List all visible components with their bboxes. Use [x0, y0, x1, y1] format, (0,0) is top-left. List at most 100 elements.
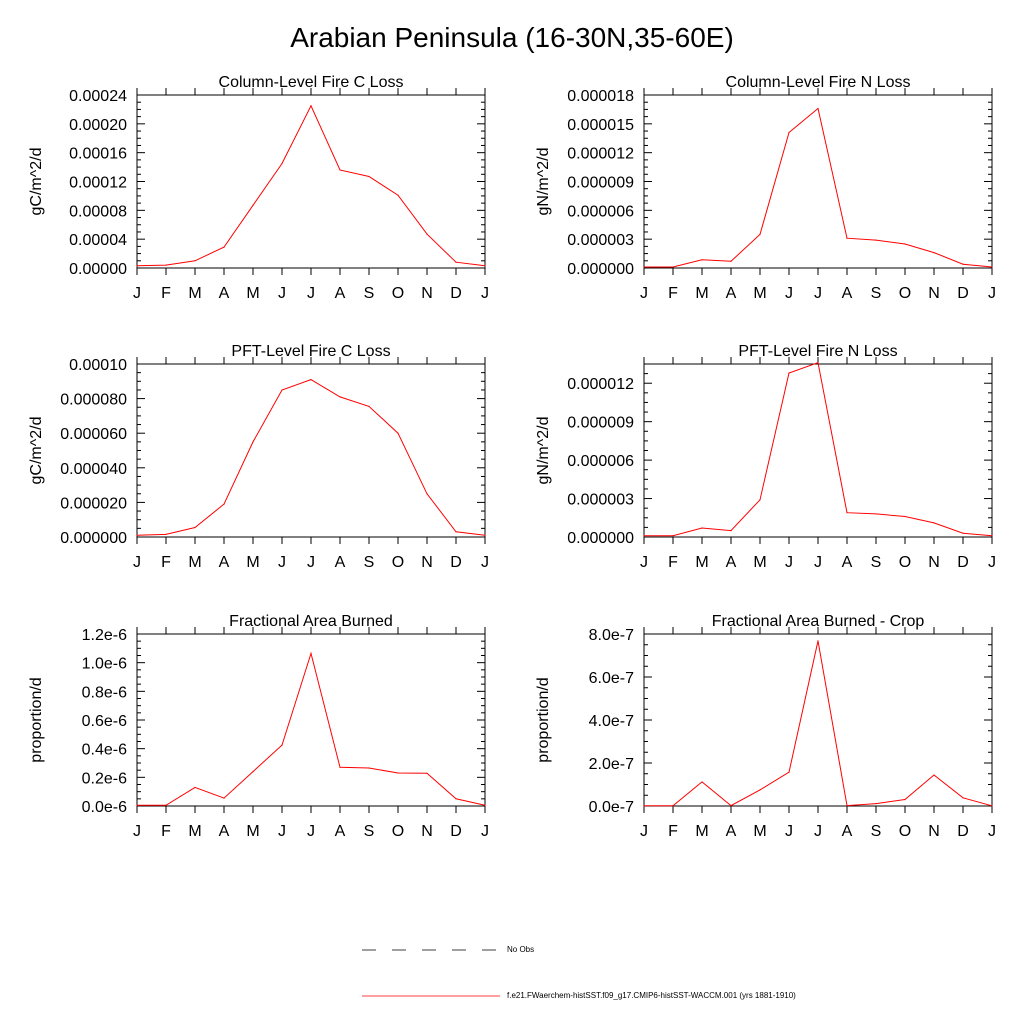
x-tick-label: J	[640, 285, 648, 302]
x-tick-label: J	[785, 285, 793, 302]
data-point	[484, 265, 486, 267]
y-tick-label: 0.000009	[567, 415, 634, 432]
panel-title: PFT-Level Fire N Loss	[738, 343, 897, 360]
x-tick-label: J	[814, 823, 822, 840]
plot-frame	[136, 363, 486, 538]
data-point	[194, 526, 196, 529]
y-tick-label: 6.0e-7	[589, 670, 634, 687]
x-tick-label: J	[133, 554, 141, 571]
x-tick-label: J	[814, 554, 822, 571]
x-tick-label: N	[928, 285, 940, 302]
y-tick-label: 0.00020	[69, 117, 127, 134]
data-point	[962, 797, 964, 799]
series-line	[136, 104, 486, 267]
x-tick-label: A	[726, 285, 737, 302]
y-tick-label: 0.000020	[60, 495, 127, 512]
y-tick-label: 0.2e-6	[82, 770, 127, 787]
series-line	[644, 107, 993, 268]
data-point	[817, 640, 819, 642]
y-tick-label: 0.000000	[60, 530, 127, 547]
y-axis-label: gC/m^2/d	[28, 417, 45, 485]
panel-title: Fractional Area Burned - Crop	[712, 613, 925, 630]
x-tick-label: O	[392, 823, 404, 840]
data-point	[962, 263, 964, 265]
x-tick-label: J	[640, 823, 648, 840]
data-point	[165, 264, 167, 266]
y-tick-label: 0.000009	[567, 175, 634, 192]
x-tick-label: O	[392, 285, 404, 302]
data-point	[904, 515, 906, 518]
data-point	[730, 529, 732, 532]
x-tick-label: D	[450, 285, 462, 302]
x-tick-label: M	[753, 285, 766, 302]
data-point	[368, 405, 370, 407]
x-tick-label: J	[307, 554, 315, 571]
data-point	[426, 233, 428, 235]
x-tick-label: M	[695, 823, 708, 840]
x-tick-label: O	[899, 554, 911, 571]
x-tick-label: S	[871, 823, 882, 840]
data-point	[817, 107, 819, 110]
plot-frame	[136, 94, 486, 269]
x-tick-label: J	[133, 823, 141, 840]
data-point	[252, 204, 254, 206]
data-point	[281, 162, 283, 165]
data-point	[991, 266, 993, 268]
series-line	[137, 651, 486, 806]
data-point	[223, 797, 225, 799]
legend-no-obs-label: No Obs	[507, 945, 535, 954]
y-tick-label: 8.0e-7	[589, 627, 634, 644]
data-point	[991, 535, 993, 537]
x-tick-label: S	[871, 285, 882, 302]
chart-panel-4: PFT-Level Fire N Loss gN/m^2/d 0.000000 0.0…	[535, 343, 996, 571]
x-tick-label: N	[421, 554, 433, 571]
legend-model-swatch	[362, 995, 500, 997]
x-tick-label: A	[842, 554, 853, 571]
data-point	[223, 503, 225, 505]
data-point	[759, 233, 761, 235]
series-line	[136, 379, 486, 536]
data-point	[933, 252, 935, 254]
data-point	[933, 522, 935, 524]
y-tick-label: 0.0e-7	[589, 799, 634, 816]
data-point	[310, 652, 312, 654]
x-tick-label: A	[726, 554, 737, 571]
x-tick-label: F	[161, 285, 171, 302]
plot-frame	[643, 633, 993, 807]
series-line	[644, 640, 993, 807]
panel-title: Column-Level Fire C Loss	[219, 74, 404, 91]
x-tick-label: A	[219, 285, 230, 302]
data-point	[701, 781, 703, 783]
y-tick-label: 0.8e-6	[82, 684, 127, 701]
x-tick-label: A	[842, 823, 853, 840]
x-tick-label: M	[753, 554, 766, 571]
x-tick-label: A	[726, 823, 737, 840]
x-tick-label: O	[899, 285, 911, 302]
x-tick-label: M	[246, 823, 259, 840]
x-tick-label: M	[188, 823, 201, 840]
data-point	[672, 266, 674, 268]
chart-panel-6: Fractional Area Burned - Crop proportion/…	[535, 613, 996, 840]
y-tick-label: 2.0e-7	[589, 756, 634, 773]
x-tick-label: J	[133, 285, 141, 302]
legend-no-obs-swatch	[362, 949, 500, 951]
data-point	[426, 772, 428, 774]
data-point	[281, 744, 283, 746]
chart-panel-5: Fractional Area Burned proportion/d 0.0e-6…	[28, 613, 489, 840]
data-point	[817, 362, 819, 364]
plot-frame	[643, 363, 993, 538]
data-point	[339, 766, 341, 768]
data-point	[397, 432, 399, 434]
x-tick-label: A	[219, 823, 230, 840]
data-point	[484, 534, 486, 536]
y-axis-label: proportion/d	[535, 677, 552, 762]
panel-title: PFT-Level Fire C Loss	[231, 343, 390, 360]
legend-model-label: f.e21.FWaerchem-histSST.f09_g17.CMIP6-hi…	[507, 991, 796, 1000]
y-tick-label: 0.000018	[567, 88, 634, 105]
x-tick-label: M	[188, 554, 201, 571]
data-point	[701, 527, 703, 529]
data-point	[643, 535, 645, 537]
y-tick-label: 0.000003	[567, 232, 634, 249]
x-tick-label: J	[307, 823, 315, 840]
y-tick-label: 0.000012	[567, 376, 634, 393]
